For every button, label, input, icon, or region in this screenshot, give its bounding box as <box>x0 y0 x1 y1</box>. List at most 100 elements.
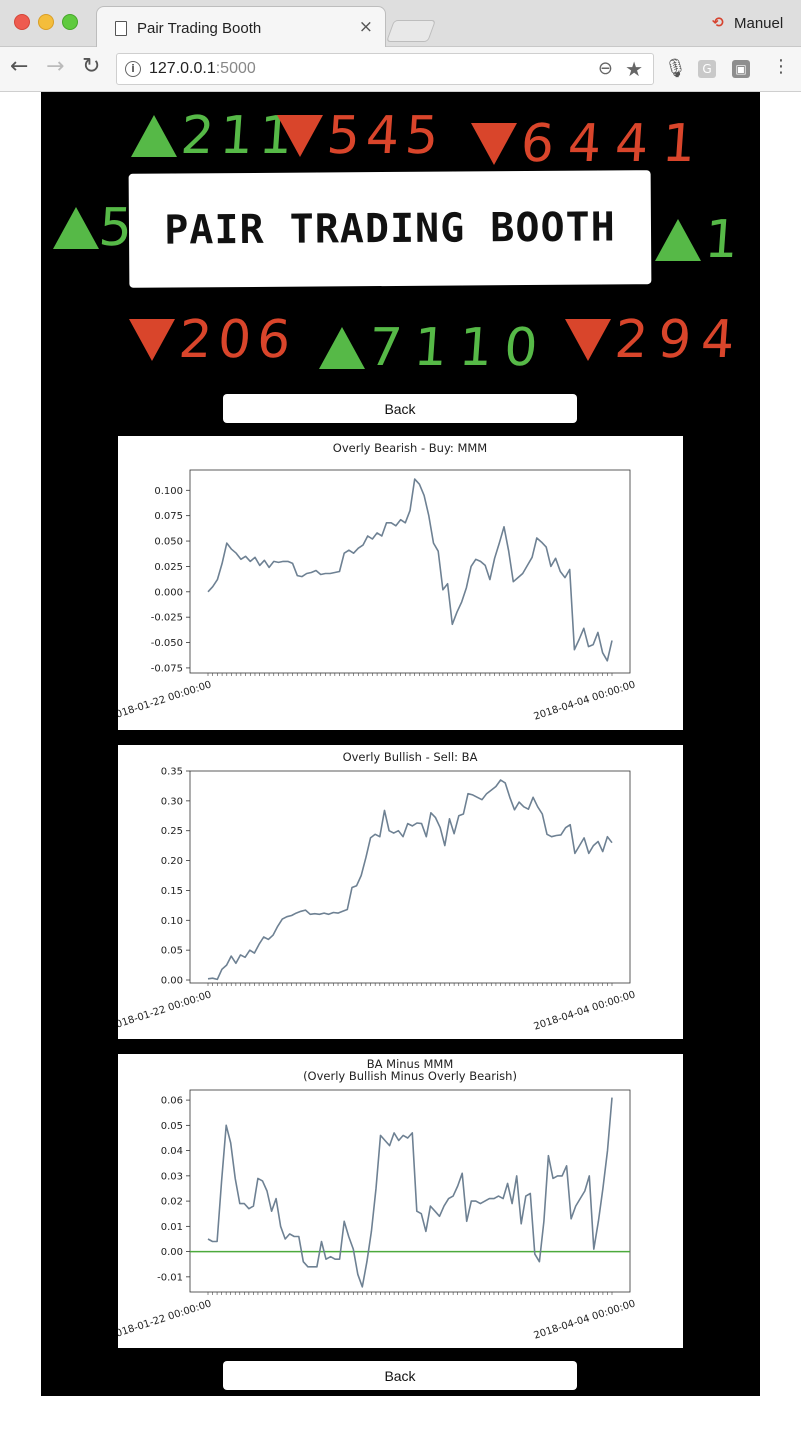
y-tick-label: 0.02 <box>161 1197 183 1208</box>
browser-tab-bar: Pair Trading Booth × ⟲ Manuel <box>0 0 801 47</box>
y-tick-label: 0.25 <box>161 826 183 837</box>
up-arrow-icon <box>131 115 177 157</box>
ticker-item: 294 <box>565 310 747 370</box>
y-tick-label: 0.06 <box>161 1096 183 1107</box>
title-banner: PAIR TRADING BOOTH <box>128 170 652 288</box>
series-line <box>207 1097 613 1288</box>
chart-ba: Overly Bullish - Sell: BA 0.35 0.30 0.25 0.2… <box>118 750 637 1033</box>
ticker-value: 6441 <box>518 114 712 174</box>
x-tick-label: 2018-04-04 00:00:00 <box>533 679 637 722</box>
y-tick-label: 0.03 <box>161 1171 183 1182</box>
ticker-item: 7110 <box>319 318 552 378</box>
ticker-row-bottom: 206 7110 294 <box>41 306 760 386</box>
y-tick-label: 0.20 <box>161 856 183 867</box>
zoom-icon[interactable]: ⊖ <box>597 58 613 79</box>
profile-name[interactable]: Manuel <box>734 15 784 32</box>
up-arrow-icon <box>53 207 99 249</box>
extension-icon[interactable]: G <box>698 60 716 78</box>
ticker-item: 211 <box>131 106 300 166</box>
url-text[interactable]: 127.0.0.1:5000 <box>149 60 256 78</box>
browser-toolbar: ← → ↻ i 127.0.0.1:5000 ⊖ ★ 🎙 G ▣ ⋮ <box>0 47 801 92</box>
ticker-value: 7110 <box>366 318 552 378</box>
y-tick-label: 0.00 <box>161 976 183 987</box>
y-tick-label: 0.01 <box>161 1222 183 1233</box>
up-arrow-icon <box>319 327 365 369</box>
tab-title: Pair Trading Booth <box>137 20 262 37</box>
ticker-item-left: 5 <box>53 198 140 258</box>
back-arrow-icon[interactable]: ← <box>10 54 29 79</box>
new-tab-button[interactable] <box>385 20 437 42</box>
ticker-value: 294 <box>612 310 747 370</box>
chart-panel-spread: BA Minus MMM (Overly Bullish Minus Overly… <box>118 1054 683 1348</box>
page-title: PAIR TRADING BOOTH <box>164 204 616 254</box>
down-arrow-icon <box>129 319 175 361</box>
y-tick-label: 0.05 <box>161 1121 183 1132</box>
y-tick-label: 0.050 <box>154 537 183 548</box>
extension-icon[interactable]: ▣ <box>732 60 750 78</box>
y-tick-label: 0.025 <box>154 562 183 573</box>
chart-title: (Overly Bullish Minus Overly Bearish) <box>303 1069 517 1083</box>
chart-panel-mmm: Overly Bearish - Buy: MMM 0.100 0.075 0.050… <box>118 436 683 730</box>
x-tick-label: 2018-04-04 00:00:00 <box>533 989 637 1032</box>
ticker-item: 545 <box>277 106 447 166</box>
menu-icon[interactable]: ⋮ <box>772 56 790 77</box>
y-tick-label: 0.15 <box>161 886 183 897</box>
ticker-item-right: 1 <box>655 210 747 270</box>
chart-title: Overly Bullish - Sell: BA <box>343 750 478 764</box>
down-arrow-icon <box>565 319 611 361</box>
x-tick-label: 2018-04-04 00:00:00 <box>533 1298 637 1341</box>
y-tick-label: 0.35 <box>161 767 183 778</box>
series-line <box>207 779 613 981</box>
address-bar[interactable]: i 127.0.0.1:5000 ⊖ ★ <box>116 53 654 85</box>
y-tick-label: -0.01 <box>157 1272 183 1283</box>
plot-frame <box>189 770 631 984</box>
y-tick-label: 0.075 <box>154 511 183 522</box>
chart-spread: BA Minus MMM(Overly Bullish Minus Overly… <box>118 1057 637 1342</box>
profile-icon[interactable]: ⟲ <box>712 15 724 31</box>
browser-tab[interactable]: Pair Trading Booth × <box>96 6 386 47</box>
close-tab-icon[interactable]: × <box>358 17 373 37</box>
chart-title: BA Minus MMM <box>367 1057 454 1071</box>
back-button[interactable]: Back <box>223 1361 577 1390</box>
x-tick-label: 2018-01-22 00:00:00 <box>118 989 213 1032</box>
page-icon <box>115 21 127 36</box>
minimize-window-button[interactable] <box>38 14 54 30</box>
y-tick-label: 0.00 <box>161 1247 183 1258</box>
back-button[interactable]: Back <box>223 394 577 423</box>
ticker-value: 206 <box>176 310 299 370</box>
down-arrow-icon <box>277 115 323 157</box>
info-icon[interactable]: i <box>125 61 141 77</box>
ticker-value: 1 <box>702 210 747 270</box>
bookmark-star-icon[interactable]: ★ <box>625 57 643 81</box>
maximize-window-button[interactable] <box>62 14 78 30</box>
reload-icon[interactable]: ↻ <box>82 54 101 79</box>
ticker-value: 545 <box>324 106 447 166</box>
page-content: 211 545 6441 5 PAIR TRADING BOOTH 1 206 … <box>41 92 760 1396</box>
plot-frame <box>189 469 631 674</box>
microphone-icon[interactable]: 🎙 <box>664 58 687 79</box>
ticker-item: 6441 <box>471 114 712 174</box>
y-tick-label: -0.050 <box>151 638 183 649</box>
y-tick-label: 0.000 <box>154 587 183 598</box>
y-tick-label: 0.10 <box>161 916 183 927</box>
close-window-button[interactable] <box>14 14 30 30</box>
url-port: :5000 <box>215 60 256 77</box>
ticker-row-top: 211 545 6441 <box>41 106 760 186</box>
ticker-item: 206 <box>129 310 299 370</box>
chart-title: Overly Bearish - Buy: MMM <box>333 441 487 455</box>
forward-arrow-icon[interactable]: → <box>46 54 65 79</box>
url-host: 127.0.0.1 <box>149 60 216 77</box>
x-tick-label: 2018-01-22 00:00:00 <box>118 679 213 722</box>
up-arrow-icon <box>655 219 701 261</box>
y-tick-label: -0.025 <box>151 613 183 624</box>
y-tick-label: -0.075 <box>151 663 183 674</box>
plot-frame <box>189 1089 631 1293</box>
series-line <box>207 478 613 662</box>
y-tick-label: 0.100 <box>154 486 183 497</box>
chart-panel-ba: Overly Bullish - Sell: BA 0.35 0.30 0.25 0.2… <box>118 745 683 1039</box>
chart-mmm: Overly Bearish - Buy: MMM 0.100 0.075 0.050… <box>118 441 637 723</box>
x-tick-label: 2018-01-22 00:00:00 <box>118 1298 213 1341</box>
y-tick-label: 0.05 <box>161 946 183 957</box>
down-arrow-icon <box>471 123 517 165</box>
y-tick-label: 0.04 <box>161 1146 183 1157</box>
